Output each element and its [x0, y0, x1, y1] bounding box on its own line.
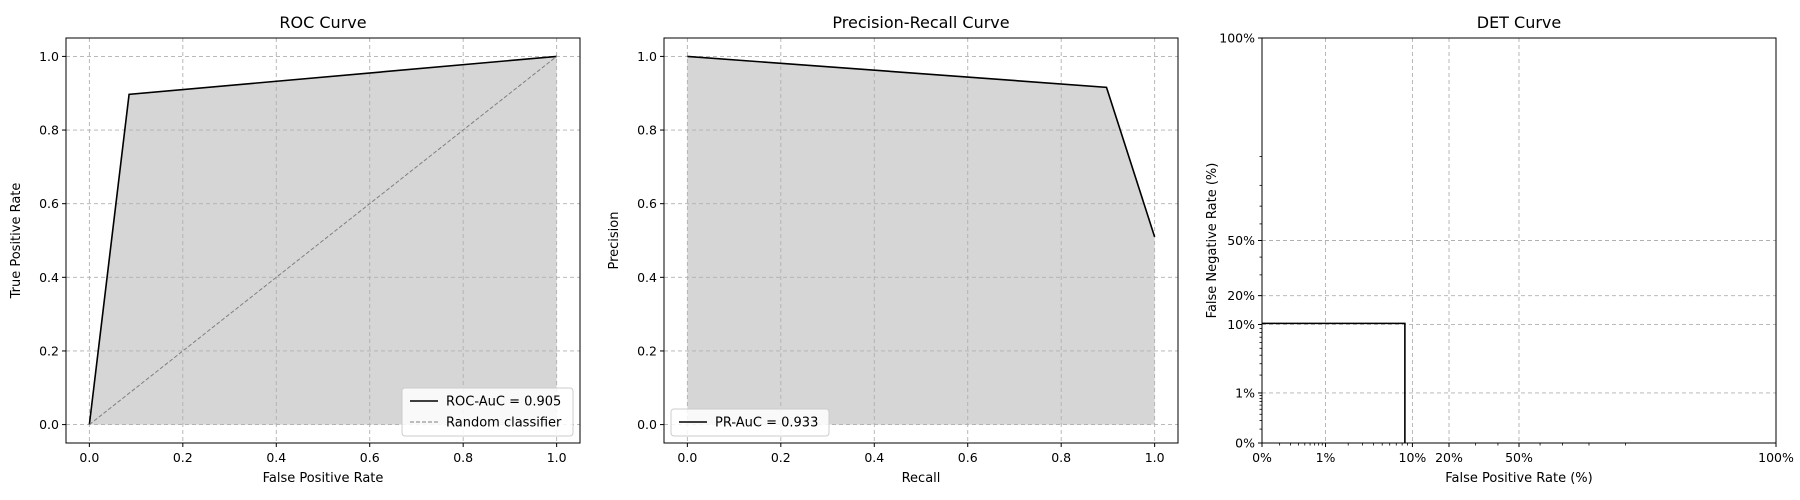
y-tick-label: 0.4 [39, 270, 59, 285]
y-tick-label: 1.0 [39, 49, 59, 64]
y-tick-label: 0.2 [39, 343, 59, 358]
x-tick-label: 20% [1435, 450, 1463, 465]
area-under-curve [687, 56, 1155, 425]
x-tick-label: 0.4 [864, 450, 884, 465]
y-tick-label: 0.0 [39, 417, 59, 432]
series-line [687, 55, 1156, 238]
y-tick-label: 0.4 [637, 270, 657, 285]
x-tick-label: 1% [1316, 450, 1336, 465]
chart-title: DET Curve [1477, 13, 1562, 32]
x-axis-label: Recall [902, 471, 941, 486]
y-axis-label: True Positive Rate [9, 183, 24, 300]
x-tick-label: 0.4 [266, 450, 286, 465]
pr-chart: 0.0 0.2 0.4 0.6 0.8 1.0 0.0 0.2 0.4 0.6 0.8 1.0 Prec… [607, 13, 1179, 486]
y-tick-label: 0.6 [39, 196, 59, 211]
x-tick-label: 0.6 [958, 450, 978, 465]
x-tick-label: 50% [1505, 450, 1533, 465]
x-tick-label: 1.0 [1145, 450, 1165, 465]
x-tick-label: 0.2 [771, 450, 791, 465]
y-tick-label: 0.2 [637, 343, 657, 358]
roc-chart: 0.0 0.2 0.4 0.6 0.8 1.0 0.0 0.2 0.4 0.6 0.8 1.0 ROC … [9, 13, 581, 486]
y-tick-label: 1% [1235, 385, 1255, 400]
x-axis-label: False Positive Rate [263, 471, 384, 486]
y-axis-label: Precision [607, 211, 622, 269]
series-line [1262, 322, 1406, 443]
baseline-line [89, 56, 557, 425]
x-tick-label: 0.0 [79, 450, 99, 465]
x-tick-label: 0.8 [1051, 450, 1071, 465]
y-tick-label: 50% [1227, 233, 1255, 248]
x-axis-label: False Positive Rate (%) [1445, 471, 1592, 486]
y-tick-label: 0.8 [39, 123, 59, 138]
x-tick-label: 0.8 [453, 450, 473, 465]
x-tick-label: 0% [1252, 450, 1272, 465]
legend-label: ROC-AuC = 0.905 [446, 395, 561, 410]
legend: ROC-AuC = 0.905 Random classifier [401, 387, 574, 437]
x-tick-label: 0.2 [173, 450, 193, 465]
y-tick-label: 0% [1235, 436, 1255, 451]
y-axis-label: False Negative Rate (%) [1205, 163, 1220, 319]
legend-box [670, 408, 830, 437]
x-tick-label: 0.0 [677, 450, 697, 465]
x-tick-label: 1.0 [547, 450, 567, 465]
axes-frame [65, 37, 581, 444]
legend: PR-AuC = 0.933 [670, 408, 830, 437]
y-tick-label: 1.0 [637, 49, 657, 64]
legend-label: PR-AuC = 0.933 [715, 416, 818, 431]
y-tick-label: 10% [1227, 317, 1255, 332]
y-tick-label: 0.6 [637, 196, 657, 211]
series-line [88, 55, 557, 425]
det-chart: 0% 1% 10% 20% 50% 100% 0% 1% 10% 20% 50% 100% DET Cu… [1205, 13, 1794, 486]
x-tick-label: 100% [1758, 450, 1794, 465]
y-tick-label: 100% [1219, 31, 1255, 46]
legend-box [401, 387, 574, 437]
x-tick-label: 0.6 [360, 450, 380, 465]
y-tick-label: 20% [1227, 288, 1255, 303]
legend-label: Random classifier [446, 416, 562, 431]
y-tick-label: 0.8 [637, 123, 657, 138]
x-tick-label: 10% [1399, 450, 1427, 465]
y-tick-label: 0.0 [637, 417, 657, 432]
axes-frame [663, 37, 1179, 444]
chart-title: Precision-Recall Curve [832, 13, 1009, 32]
chart-title: ROC Curve [279, 13, 366, 32]
